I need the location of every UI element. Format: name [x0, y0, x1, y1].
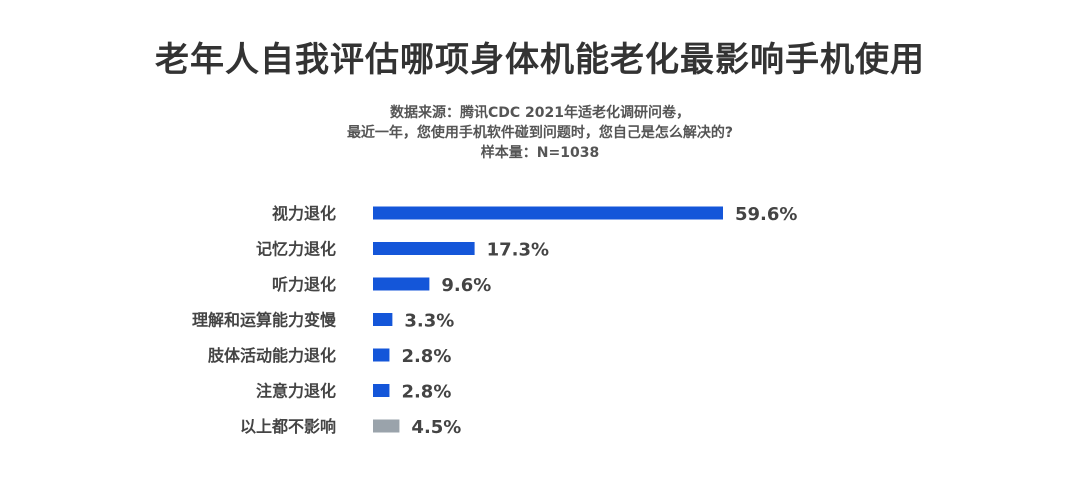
- value-label: 2.8%: [401, 382, 451, 403]
- value-label: 2.8%: [401, 346, 451, 367]
- bar: [373, 419, 400, 433]
- category-label: 注意力退化: [256, 382, 336, 401]
- value-label: 3.3%: [404, 311, 454, 332]
- bar: [373, 277, 430, 291]
- category-label: 听力退化: [272, 275, 336, 294]
- bar: [373, 242, 475, 255]
- value-label: 17.3%: [487, 240, 549, 261]
- category-label: 记忆力退化: [256, 240, 336, 259]
- category-label: 理解和运算能力变慢: [192, 311, 337, 330]
- category-label: 肢体活动能力退化: [208, 346, 336, 365]
- category-label: 视力退化: [272, 204, 336, 223]
- bar: [373, 384, 390, 397]
- subtitle-line-source: 数据来源：腾讯CDC 2021年适老化调研问卷，: [389, 105, 690, 121]
- bar: [373, 313, 393, 326]
- chart-subtitle: 数据来源：腾讯CDC 2021年适老化调研问卷， 最近一年，您使用手机软件碰到问…: [0, 103, 1080, 163]
- value-label: 59.6%: [735, 204, 797, 225]
- subtitle-line-question: 最近一年，您使用手机软件碰到问题时，您自己是怎么解决的?: [346, 125, 734, 141]
- category-label: 以上都不影响: [240, 417, 336, 436]
- value-label: 4.5%: [411, 417, 461, 438]
- bar-chart: 视力退化 59.6% 记忆力退化 17.3% 听力退化 9.6% 理解和运算能力变慢 3.3%…: [192, 204, 797, 438]
- subtitle-line-sample: 样本量：N=1038: [480, 145, 600, 161]
- chart-title: 老年人自我评估哪项身体机能老化最影响手机使用: [155, 40, 925, 80]
- bar: [373, 206, 723, 220]
- value-label: 9.6%: [441, 275, 491, 296]
- bar: [373, 348, 390, 362]
